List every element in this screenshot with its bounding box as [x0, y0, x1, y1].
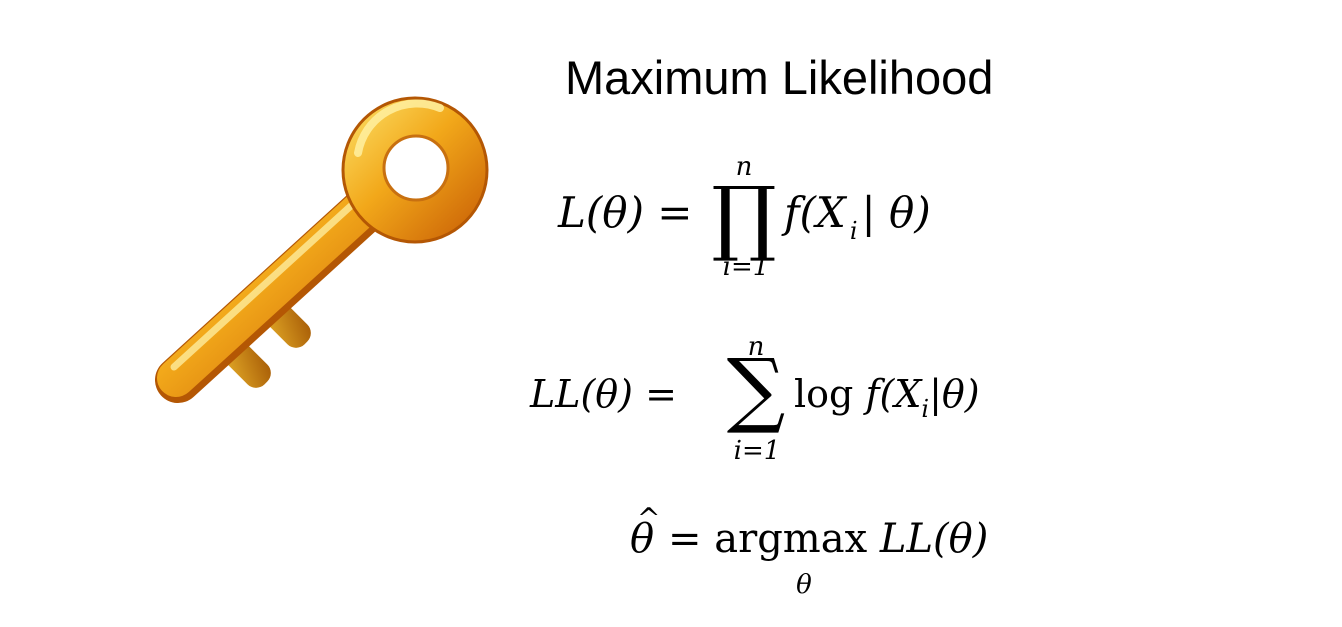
density-close: | θ) [861, 188, 931, 237]
key-icon [155, 96, 489, 403]
product-lower-limit: i=1 [722, 252, 770, 282]
objective: LL(θ) [879, 516, 989, 562]
sum-operator: ∑ [726, 342, 786, 437]
argmax-operator: argmax [714, 516, 868, 562]
product-upper-limit: n [735, 152, 753, 182]
log-function: log [794, 372, 854, 416]
density-index: i [849, 217, 858, 245]
hat-accent: ^ [637, 502, 661, 535]
likelihood-rhs: f(X i| θ) [784, 188, 931, 245]
slide-title: Maximum Likelihood [565, 51, 994, 104]
likelihood-formula: L(θ) = n ∏ i=1 f(X i| θ) [558, 152, 998, 288]
density-index: i [921, 395, 930, 423]
density-open: f(X [784, 188, 846, 237]
likelihood-lhs: L(θ) = [558, 188, 693, 237]
log-likelihood-formula: LL(θ) = n ∑ i=1 log f(Xi|θ) [530, 332, 1050, 472]
density-open: f(X [865, 372, 922, 416]
sum-lower-limit: i=1 [733, 436, 781, 466]
theta-symbol: θ [630, 516, 655, 562]
log-likelihood-lhs: LL(θ) = [530, 372, 677, 416]
equals-sign: = [668, 516, 702, 562]
estimator-rhs: = argmax LL(θ) [668, 516, 988, 562]
theta-hat: ^ θ [630, 502, 660, 562]
density-close: |θ) [929, 372, 980, 416]
log-likelihood-rhs: log f(Xi|θ) [794, 372, 980, 423]
sum-upper-limit: n [747, 332, 765, 362]
key-ring-hole [384, 136, 448, 200]
estimator-formula: ^ θ = argmax LL(θ) θ [630, 502, 1050, 614]
argmax-subscript: θ [796, 570, 812, 600]
product-operator: ∏ [711, 170, 777, 265]
